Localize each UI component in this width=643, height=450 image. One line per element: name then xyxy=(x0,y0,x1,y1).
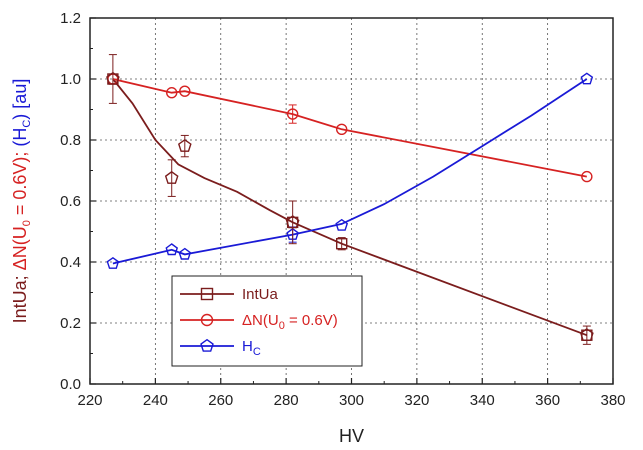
legend-label: ΔN(U0 = 0.6V) xyxy=(242,312,338,332)
legend-label: IntUa xyxy=(242,286,279,303)
circle-marker xyxy=(179,85,191,97)
y-tick-label: 1.2 xyxy=(60,10,81,27)
circle-marker xyxy=(581,170,593,183)
x-tick-label: 380 xyxy=(600,392,625,409)
y-title-part-hc-sub: C xyxy=(21,120,33,128)
y-title-part-dn-rest: = 0.6V); xyxy=(10,147,30,221)
x-tick-label: 260 xyxy=(208,392,233,409)
legend: IntUa ΔN(U0 = 0.6V) HC xyxy=(171,275,363,367)
circle-marker xyxy=(166,87,178,99)
curves xyxy=(112,78,588,337)
legend-label-main: IntUa xyxy=(242,286,279,303)
legend-item: IntUa xyxy=(180,286,279,303)
y-title-part-intua: IntUa; xyxy=(10,270,30,323)
x-tick-label: 220 xyxy=(77,392,102,409)
x-tick-label: 240 xyxy=(143,392,168,409)
y-tick-label: 0.2 xyxy=(60,315,81,332)
y-title-part-hc-rest: ) [au] xyxy=(10,79,30,120)
pentagon-marker xyxy=(200,338,214,352)
series-line-0 xyxy=(112,78,588,337)
markers xyxy=(106,54,594,345)
pentagon-marker xyxy=(580,72,594,85)
x-tick-label: 300 xyxy=(339,392,364,409)
legend-label: HC xyxy=(242,338,261,358)
pentagon-marker xyxy=(285,215,300,229)
legend-label-main: H xyxy=(242,338,253,355)
circle-marker xyxy=(200,313,214,327)
square-marker xyxy=(200,287,214,301)
y-title-part-dn-sub: 0 xyxy=(21,220,33,226)
y-title-part-dn: ΔN(U xyxy=(10,226,30,270)
x-tick-label: 320 xyxy=(404,392,429,409)
y-tick-label: 1.0 xyxy=(60,71,81,88)
y-tick-label: 0.8 xyxy=(60,132,81,149)
pentagon-marker xyxy=(579,328,594,341)
pentagon-marker xyxy=(106,71,120,85)
pentagon-marker xyxy=(177,138,192,152)
x-tick-label: 360 xyxy=(535,392,560,409)
y-tick-label: 0.0 xyxy=(60,376,81,393)
pentagon-marker xyxy=(335,218,349,231)
circle-marker xyxy=(286,108,299,120)
x-tick-label: 340 xyxy=(470,392,495,409)
y-tick-label: 0.4 xyxy=(60,254,81,271)
axis-ticks: 220 240 260 280 300 320 340 360 380 0.0 0.2 0.4 0.6 0… xyxy=(60,10,625,409)
y-tick-label: 0.6 xyxy=(60,193,81,210)
legend-item: ΔN(U0 = 0.6V) xyxy=(180,312,338,332)
x-tick-label: 280 xyxy=(274,392,299,409)
series-line-1 xyxy=(112,78,587,178)
legend-label-sub: C xyxy=(253,346,261,358)
legend-item: HC xyxy=(180,338,261,358)
pentagon-marker xyxy=(106,256,120,269)
y-axis-title: IntUa; ΔN(U0 = 0.6V); (HC) [au] xyxy=(10,79,33,324)
legend-label-suffix: = 0.6V) xyxy=(285,312,338,329)
x-axis-title: HV xyxy=(339,426,364,446)
y-title-part-hc: (H xyxy=(10,128,30,147)
pentagon-marker xyxy=(165,243,179,256)
pentagon-marker xyxy=(164,170,179,184)
legend-label-sub: 0 xyxy=(279,320,285,332)
legend-label-main: ΔN(U xyxy=(242,312,279,329)
pentagon-marker xyxy=(178,247,192,260)
circle-marker xyxy=(335,123,348,136)
square-marker xyxy=(335,237,348,250)
series-line-2 xyxy=(112,78,588,265)
